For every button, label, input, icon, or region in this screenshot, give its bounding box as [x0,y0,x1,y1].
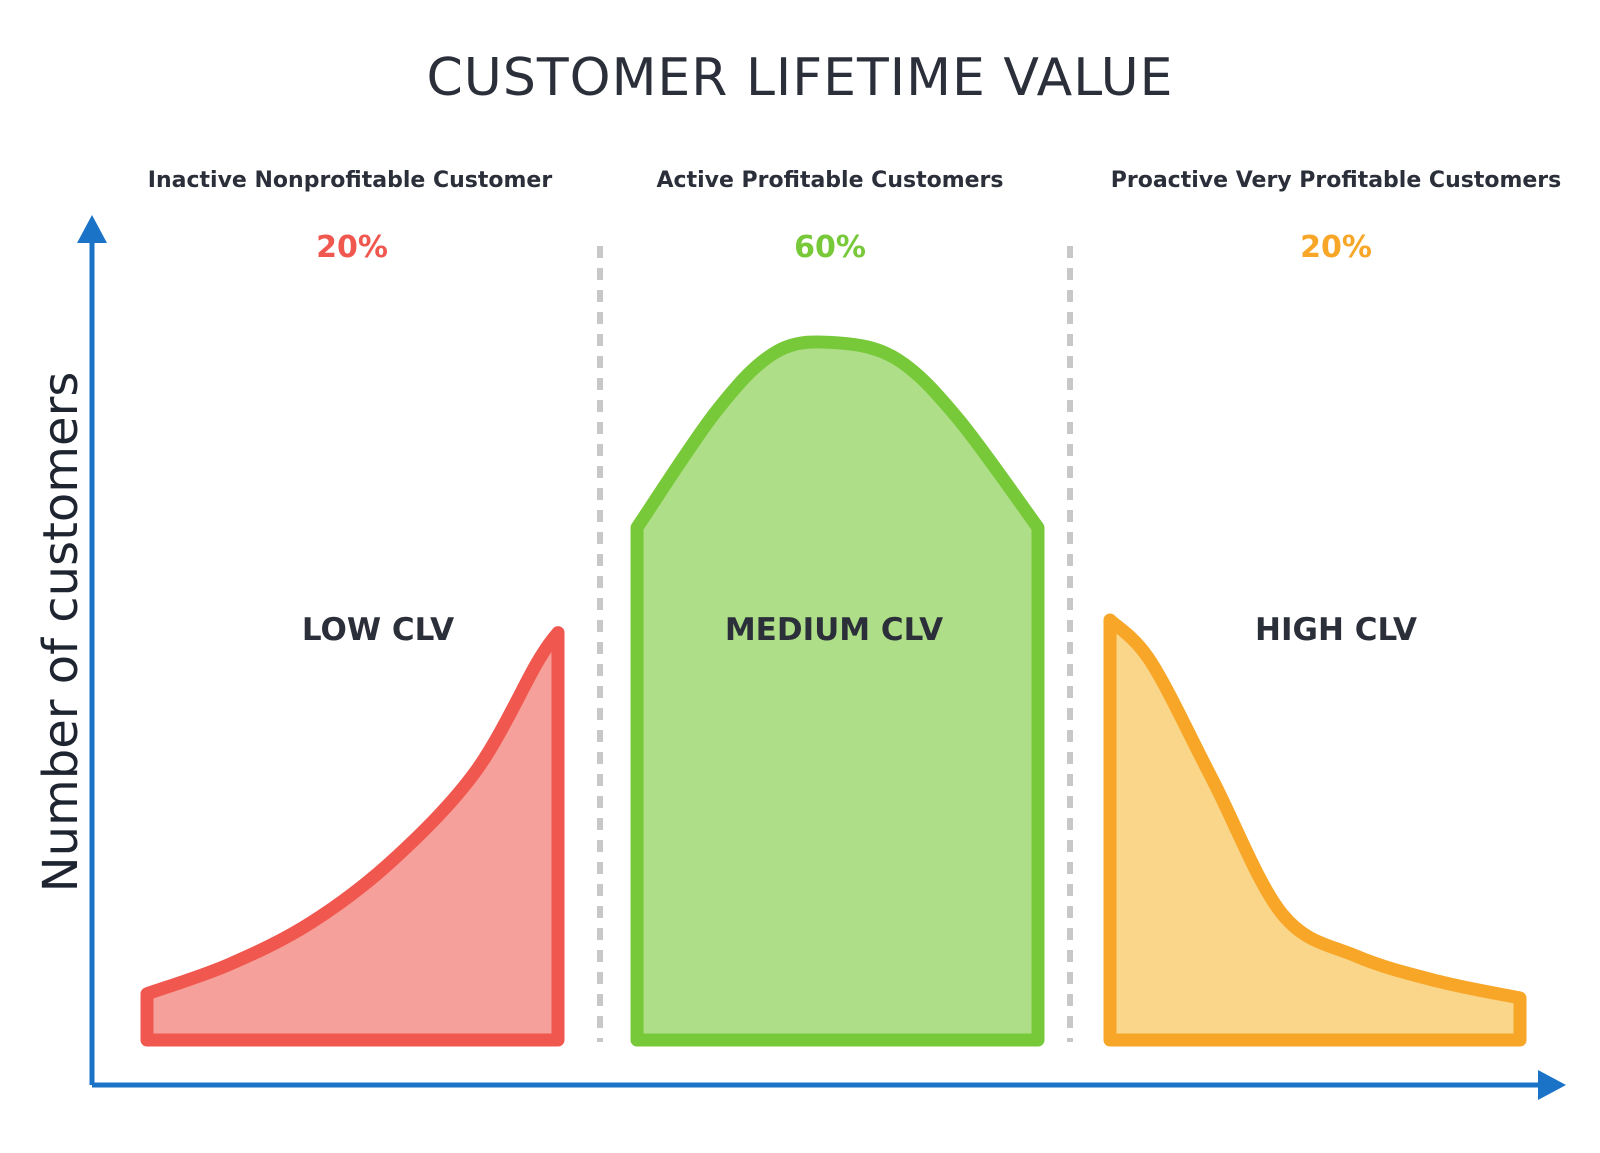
segment-percent-medium: 60% [794,230,866,265]
segment-header-high: Proactive Very Profitable Customers [1111,168,1562,193]
low-clv-area [140,626,565,1047]
y-axis-label: Number of customers [33,372,89,893]
medium-clv-label: MEDIUM CLV [725,612,943,648]
segment-header-low: Inactive Nonprofitable Customer [148,168,553,193]
segment-header-medium: Active Profitable Customers [657,168,1004,193]
high-clv-label: HIGH CLV [1255,612,1417,648]
y-axis-arrow-icon [77,215,107,243]
segment-percent-high: 20% [1300,230,1372,265]
segment-percent-low: 20% [316,230,388,265]
x-axis-arrow-icon [1538,1070,1566,1100]
low-clv-label: LOW CLV [302,612,454,648]
medium-clv-area [630,335,1045,1047]
high-clv-area [1103,613,1527,1047]
chart-title: CUSTOMER LIFETIME VALUE [427,48,1174,108]
